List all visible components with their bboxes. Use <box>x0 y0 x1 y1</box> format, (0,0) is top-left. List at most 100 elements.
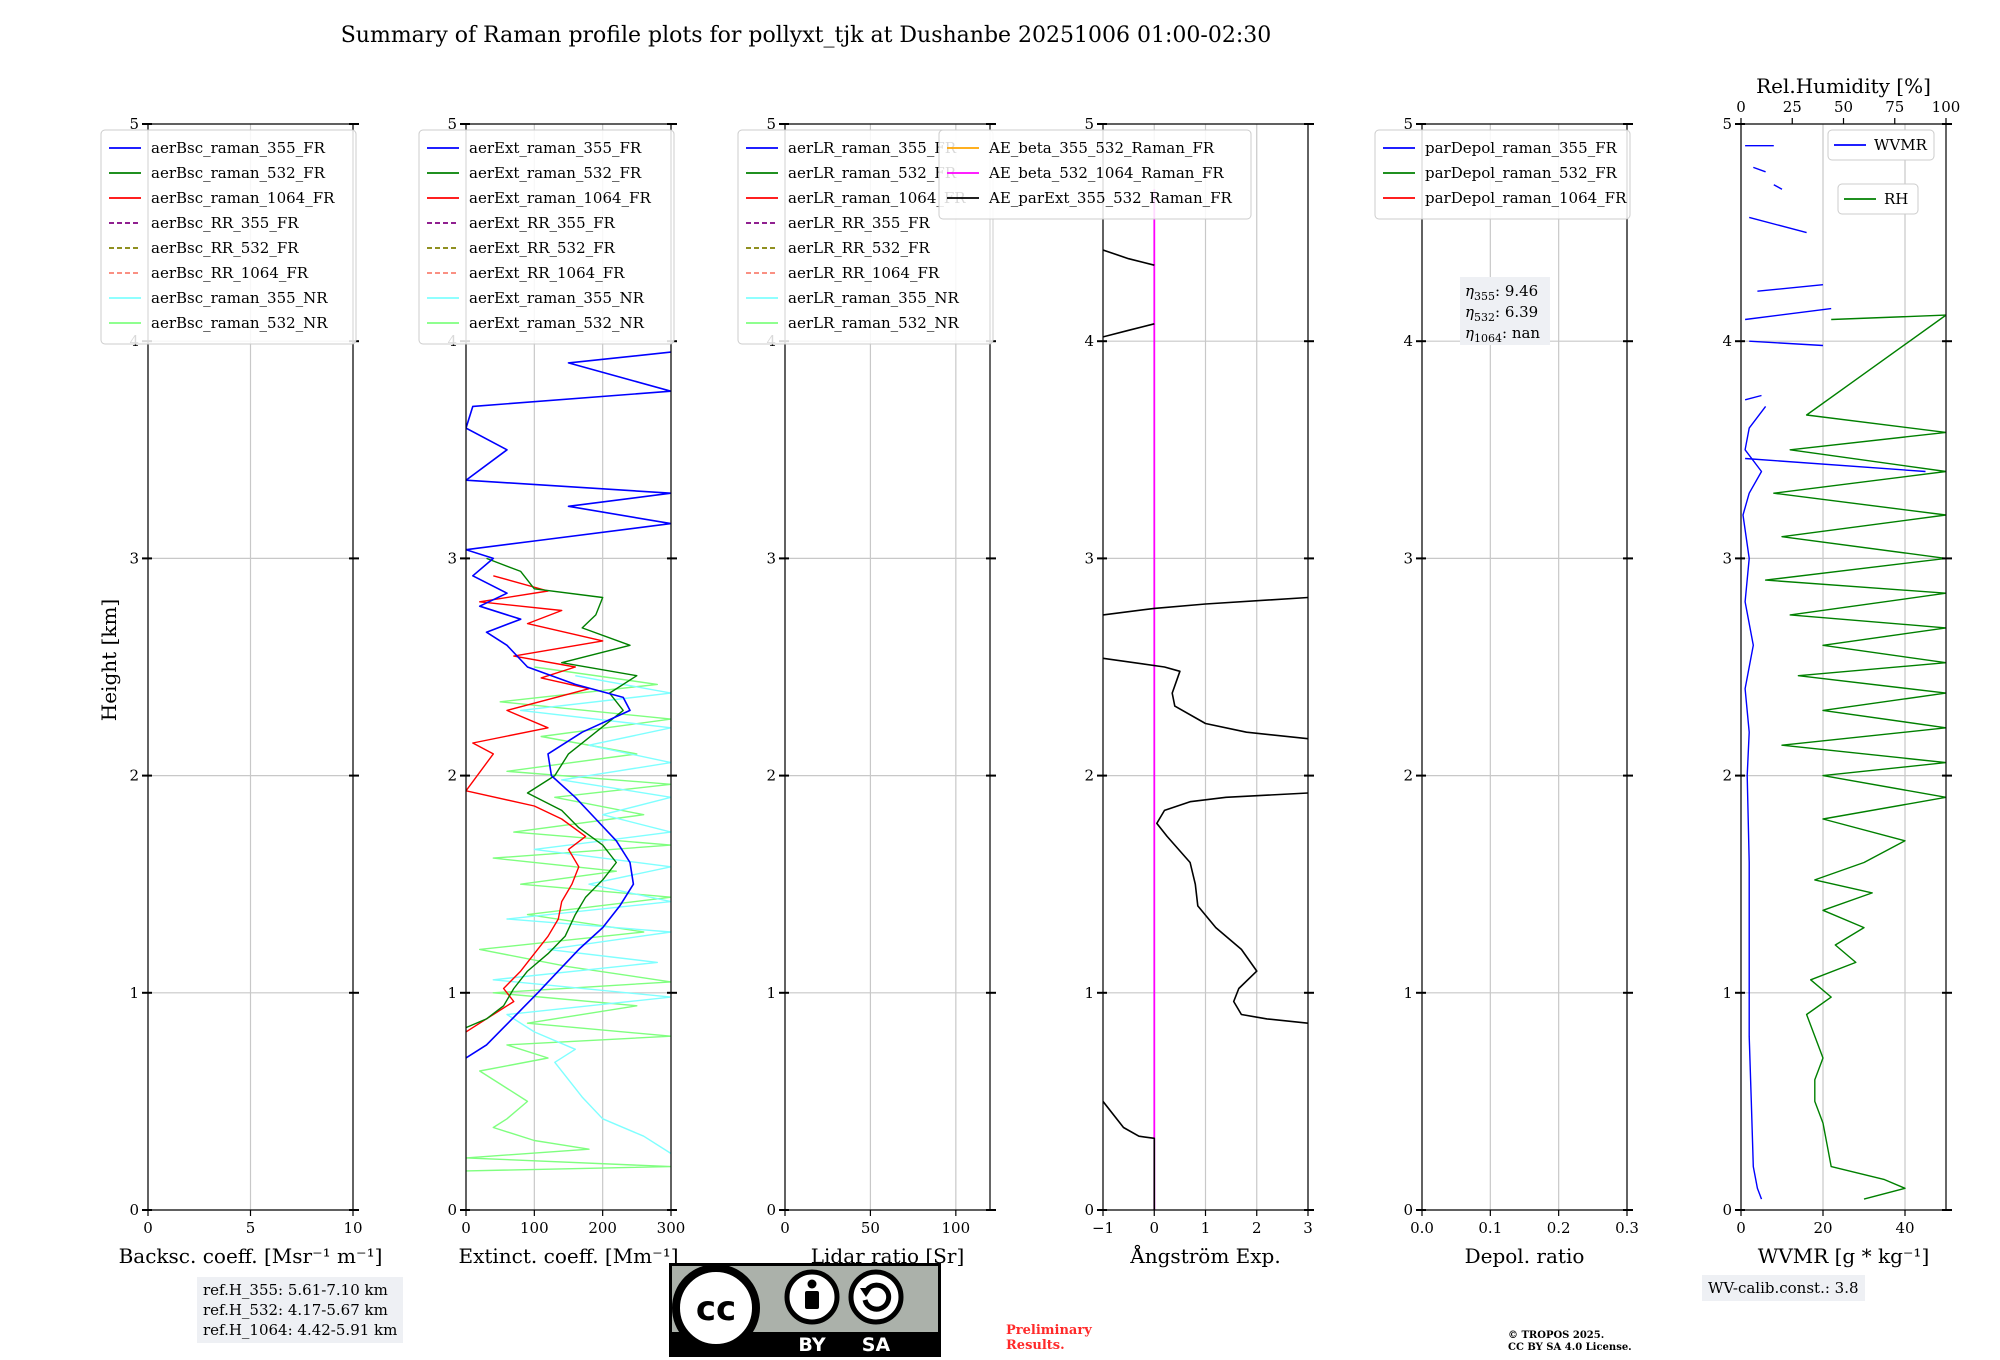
legend-label-ext: aerExt_raman_355_NR <box>469 289 645 307</box>
y-tick-label-dep: 1 <box>1403 984 1413 1002</box>
y-tick-label-dep: 3 <box>1403 549 1413 567</box>
plot-frame-ext <box>465 123 672 1211</box>
panel-bsc: 0123450510Backsc. coeff. [Msr⁻¹ m⁻¹]aerB… <box>100 115 382 1268</box>
legend-label-ext: aerExt_RR_1064_FR <box>469 264 625 282</box>
by-icon-head <box>807 1279 817 1289</box>
y-tick-label-bsc: 0 <box>129 1201 139 1219</box>
legend-lr: aerLR_raman_355_FR aerLR_raman_532_FR aerL… <box>737 129 994 345</box>
x-tick-label-dep: 0.1 <box>1478 1219 1502 1237</box>
panel-lr: 012345050100Lidar ratio [Sr]aerLR_raman_… <box>737 115 996 1268</box>
legend-label-lr: aerLR_RR_532_FR <box>788 239 930 257</box>
legend-box-ae <box>938 129 1252 220</box>
legend-dep: parDepol_raman_355_FR parDepol_raman_532_… <box>1374 129 1631 220</box>
series-line-ext <box>466 351 671 1059</box>
cc-icon-text: cc <box>696 1289 736 1329</box>
x-tick-label-dep: 0.0 <box>1410 1219 1434 1237</box>
series-line-ext <box>466 557 638 1029</box>
legend-label-dep: parDepol_raman_355_FR <box>1425 139 1618 157</box>
y-tick-label-bsc: 1 <box>129 984 139 1002</box>
top-x-tick-label-wv: 50 <box>1834 98 1853 116</box>
series-group-ext <box>466 351 671 1172</box>
x-tick-label-bsc: 5 <box>246 1219 256 1237</box>
wv-calibration-note: WV-calib.const.: 3.8 <box>1702 1275 1865 1301</box>
y-tick-label-wv: 2 <box>1722 767 1732 785</box>
y-tick-label-dep: 2 <box>1403 767 1413 785</box>
legend-label-lr: aerLR_raman_355_FR <box>788 139 957 157</box>
y-tick-label-ext: 2 <box>447 767 457 785</box>
y-tick-label-lr: 5 <box>766 115 776 133</box>
panel-ext: 0123450100200300Extinct. coeff. [Mm⁻¹]ae… <box>418 115 686 1268</box>
y-tick-label-lr: 0 <box>766 1201 776 1219</box>
y-tick-label-ae: 5 <box>1084 115 1094 133</box>
y-tick-label-ae: 4 <box>1084 332 1094 350</box>
x-tick-label-ext: 100 <box>520 1219 549 1237</box>
eta-annotation-line: η355: 9.46 <box>1465 282 1538 303</box>
legend-label-bsc: aerBsc_raman_1064_FR <box>151 189 335 207</box>
preliminary-results-note: Preliminary Results. <box>1006 1323 1092 1353</box>
y-tick-label-dep: 0 <box>1403 1201 1413 1219</box>
x-tick-label-ae: 0 <box>1149 1219 1159 1237</box>
legend-label-lr: aerLR_raman_532_FR <box>788 164 957 182</box>
series-line-wv <box>1745 307 1832 321</box>
reference-heights-note: ref.H_355: 5.61-7.10 km ref.H_532: 4.17-… <box>197 1277 404 1343</box>
series-line-wv <box>1749 216 1807 234</box>
legend-label-bsc: aerBsc_RR_532_FR <box>151 239 299 257</box>
y-tick-label-ext: 3 <box>447 549 457 567</box>
series-line-wv <box>1749 340 1824 347</box>
legend-label-bsc: aerBsc_raman_532_NR <box>151 314 328 332</box>
x-tick-label-ext: 0 <box>461 1219 471 1237</box>
by-icon-body <box>805 1291 819 1309</box>
y-tick-label-lr: 2 <box>766 767 776 785</box>
y-tick-label-dep: 5 <box>1403 115 1413 133</box>
y-tick-label-bsc: 5 <box>129 115 139 133</box>
x-tick-label-lr: 100 <box>942 1219 971 1237</box>
legend-label-ext: aerExt_raman_532_NR <box>469 314 645 332</box>
legend-box-bsc <box>100 129 357 345</box>
legend-wv: WVMR RH <box>1827 129 1935 215</box>
series-line-wv <box>1757 284 1824 292</box>
y-tick-label-wv: 0 <box>1722 1201 1732 1219</box>
legend-label-bsc: aerBsc_raman_355_NR <box>151 289 328 307</box>
series-line-wv <box>1744 394 1762 401</box>
series-line-ae <box>1103 249 1155 266</box>
y-tick-label-wv: 3 <box>1722 549 1732 567</box>
chart-panels: 0123450510Backsc. coeff. [Msr⁻¹ m⁻¹]aerB… <box>100 74 1960 1268</box>
top-x-axis-label-wv: Rel.Humidity [%] <box>1756 74 1931 98</box>
sa-icon-arrowhead <box>860 1288 872 1297</box>
x-tick-label-ext: 200 <box>588 1219 617 1237</box>
series-line-ext <box>466 666 671 1172</box>
y-tick-label-ae: 1 <box>1084 984 1094 1002</box>
cc-by-sa-license-badge: cc BY SA <box>669 1263 941 1357</box>
series-line-ae <box>1156 792 1308 1024</box>
legend-label-ext: aerExt_RR_355_FR <box>469 214 616 232</box>
legend-label-bsc: aerBsc_raman_355_FR <box>151 139 326 157</box>
x-tick-label-ae: −1 <box>1092 1219 1114 1237</box>
series-line-ext <box>466 575 604 1033</box>
x-axis-label-dep: Depol. ratio <box>1465 1244 1585 1268</box>
sa-icon-arrow <box>862 1282 892 1312</box>
legend-label-ae: AE_parExt_355_532_Raman_FR <box>988 189 1233 207</box>
legend-label-wv: WVMR <box>1874 136 1928 154</box>
x-axis-label-ext: Extinct. coeff. [Mm⁻¹] <box>458 1244 678 1268</box>
y-tick-label-ae: 0 <box>1084 1201 1094 1219</box>
legend-label-ext: aerExt_raman_532_FR <box>469 164 642 182</box>
legend-label-lr: aerLR_RR_355_FR <box>788 214 930 232</box>
legend-label-wv: RH <box>1884 190 1908 208</box>
series-line-ae <box>1103 657 1308 740</box>
legend-label-lr: aerLR_RR_1064_FR <box>788 264 940 282</box>
x-tick-label-wv: 0 <box>1736 1219 1746 1237</box>
legend-label-lr: aerLR_raman_355_NR <box>788 289 959 307</box>
legend-box-wv <box>1837 183 1919 215</box>
series-line-ae <box>1103 1100 1156 1210</box>
figure-title: Summary of Raman profile plots for polly… <box>341 23 1272 48</box>
series-line-ae <box>1103 323 1155 338</box>
y-tick-label-lr: 1 <box>766 984 776 1002</box>
y-tick-label-bsc: 2 <box>129 767 139 785</box>
legend-label-ae: AE_beta_532_1064_Raman_FR <box>988 164 1224 182</box>
x-tick-label-ext: 300 <box>657 1219 686 1237</box>
legend-label-lr: aerLR_raman_1064_FR <box>788 189 966 207</box>
legend-label-ae: AE_beta_355_532_Raman_FR <box>988 139 1215 157</box>
